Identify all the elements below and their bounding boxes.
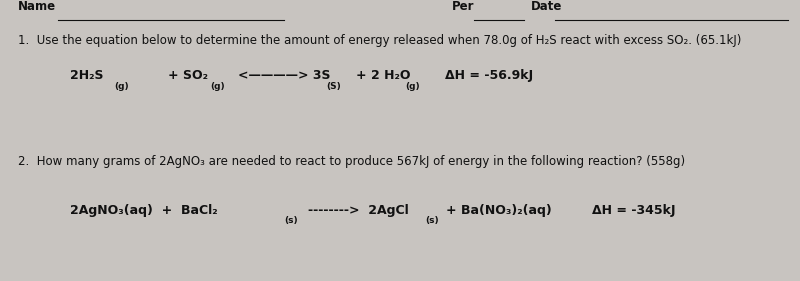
Text: (S): (S) [326, 81, 341, 90]
Text: + SO₂: + SO₂ [168, 69, 208, 82]
Text: Per: Per [452, 0, 474, 13]
Text: (s): (s) [284, 216, 298, 225]
Text: (s): (s) [426, 216, 439, 225]
Text: Date: Date [530, 0, 562, 13]
Text: (g): (g) [114, 81, 129, 90]
Text: ΔH = -345kJ: ΔH = -345kJ [592, 203, 675, 217]
Text: <————> 3S: <————> 3S [238, 69, 331, 82]
Text: ΔH = -56.9kJ: ΔH = -56.9kJ [445, 69, 533, 82]
Text: (g): (g) [210, 81, 225, 90]
Text: 1.  Use the equation below to determine the amount of energy released when 78.0g: 1. Use the equation below to determine t… [18, 34, 741, 47]
Text: + 2 H₂O: + 2 H₂O [356, 69, 410, 82]
Text: Name: Name [18, 0, 56, 13]
Text: (g): (g) [405, 81, 419, 90]
Text: + Ba(NO₃)₂(aq): + Ba(NO₃)₂(aq) [446, 203, 551, 217]
Text: 2.  How many grams of 2AgNO₃ are needed to react to produce 567kJ of energy in t: 2. How many grams of 2AgNO₃ are needed t… [18, 155, 685, 167]
Text: -------->  2AgCl: --------> 2AgCl [308, 203, 409, 217]
Text: 2H₂S: 2H₂S [70, 69, 104, 82]
Text: 2AgNO₃(aq)  +  BaCl₂: 2AgNO₃(aq) + BaCl₂ [70, 203, 218, 217]
